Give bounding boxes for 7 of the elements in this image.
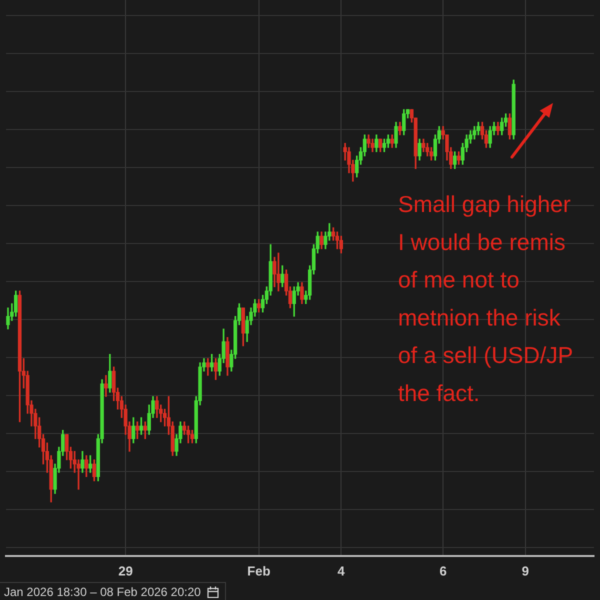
annotation: Small gap higher I would be remis of me not to metnion the risk of a sell (USD/JP the fact. bbox=[398, 191, 574, 406]
x-tick-label: Feb bbox=[247, 563, 270, 578]
x-tick-label: 9 bbox=[522, 563, 529, 578]
x-tick-label: 6 bbox=[439, 563, 447, 578]
x-tick-label: 29 bbox=[118, 563, 133, 578]
x-tick-label: 4 bbox=[338, 563, 346, 578]
text: Jan 2026 18:30 – 08 Feb 2026 20:20 bbox=[4, 584, 201, 598]
